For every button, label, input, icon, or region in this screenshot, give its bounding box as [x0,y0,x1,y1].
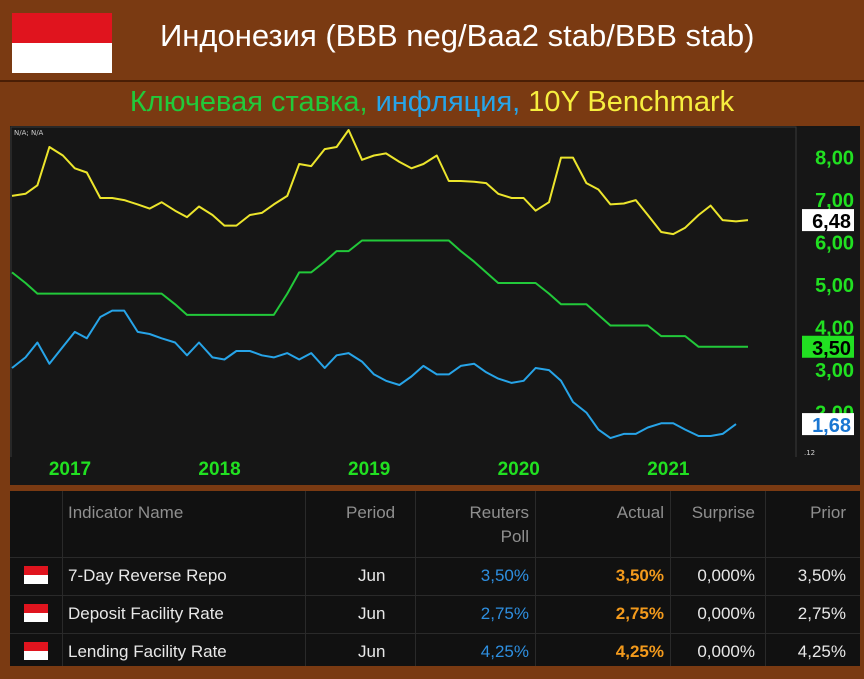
row-reuters-poll: 4,25% [480,642,529,661]
row-prior: 2,75% [797,604,846,623]
page-title: Индонезия (BBB neg/Baa2 stab/BBB stab) [160,18,755,53]
line-chart: N/A; N/A8,007,006,005,004,003,002,006,48… [10,126,854,459]
y-tick-label: 7,00 [815,190,854,212]
x-tick-label: 2018 [198,459,241,480]
column-divider [305,491,306,666]
y-tick-label: 6,00 [815,233,854,255]
series-line-1 [11,239,748,348]
last-value-label: 6,48 [812,211,851,233]
column-divider [62,491,63,666]
chart-area: N/A; N/A8,007,006,005,004,003,002,006,48… [10,126,860,459]
row-actual: 2,75% [615,604,664,623]
table-row[interactable]: Deposit Facility Rate Jun 2,75% 2,75% 0,… [10,595,860,630]
chart-subtitle: Ключевая ставка, инфляция, 10Y Benchmark [0,86,864,119]
row-period: Jun [358,566,386,585]
header: Индонезия (BBB neg/Baa2 stab/BBB stab) [0,0,864,78]
indonesia-flag-icon [24,642,48,660]
header-indicator-name[interactable]: Indicator Name [68,503,184,522]
header-reuters-poll-line2[interactable]: Poll [500,527,529,546]
indonesia-flag-icon [24,604,48,622]
y-tick-label: 8,00 [815,148,854,170]
row-actual: 4,25% [615,642,664,661]
column-divider [765,491,766,666]
series-line-2 [11,309,737,440]
column-divider [535,491,536,666]
row-period: Jun [358,642,386,661]
indonesia-flag-icon [12,13,112,73]
small-axis-label: .12 [804,449,815,457]
header-surprise[interactable]: Surprise [691,503,755,522]
subtitle-bar [0,80,864,128]
y-tick-label: 4,00 [815,318,854,340]
row-indicator-name: 7-Day Reverse Repo [68,566,227,585]
last-value-label: 3,50 [812,338,851,360]
column-divider [415,491,416,666]
row-reuters-poll: 3,50% [480,566,529,585]
indonesia-flag-icon [24,566,48,584]
row-prior: 4,25% [797,642,846,661]
x-tick-label: 2020 [497,459,540,480]
row-surprise: 0,000% [697,642,755,661]
row-actual: 3,50% [615,566,664,585]
row-reuters-poll: 2,75% [480,604,529,623]
subtitle-inflation: инфляция, [375,86,529,118]
indicator-table: Indicator Name Period Reuters Poll Actua… [10,491,860,666]
last-value-badge [802,413,854,436]
y-tick-label: 3,00 [815,360,854,382]
series-line-0 [11,129,749,236]
table-header-row: Indicator Name Period Reuters Poll Actua… [10,491,860,553]
x-tick-label: 2021 [647,459,690,480]
header-actual[interactable]: Actual [616,503,664,522]
x-axis-strip [10,457,860,485]
header-reuters-poll-line1[interactable]: Reuters [469,503,529,522]
x-tick-label: 2017 [48,459,92,480]
y-tick-label: 5,00 [815,275,854,297]
row-indicator-name: Lending Facility Rate [68,642,227,661]
last-value-badge [802,209,854,232]
last-value-label: 1,68 [812,415,851,437]
table-row[interactable]: Lending Facility Rate Jun 4,25% 4,25% 0,… [10,633,860,667]
corner-label: N/A; N/A [14,129,44,137]
subtitle-key-rate: Ключевая ставка, [129,86,376,118]
row-surprise: 0,000% [697,604,755,623]
row-prior: 3,50% [797,566,846,585]
row-surprise: 0,000% [697,566,755,585]
column-divider [670,491,671,666]
header-prior[interactable]: Prior [810,503,846,522]
plot-frame [10,126,797,459]
x-tick-label: 2019 [348,459,391,480]
row-period: Jun [358,604,386,623]
last-value-badge [802,335,854,358]
table-row[interactable]: 7-Day Reverse Repo Jun 3,50% 3,50% 0,000… [10,557,860,592]
row-indicator-name: Deposit Facility Rate [68,604,224,623]
header-period[interactable]: Period [346,503,396,522]
subtitle-benchmark: 10Y Benchmark [528,86,735,118]
